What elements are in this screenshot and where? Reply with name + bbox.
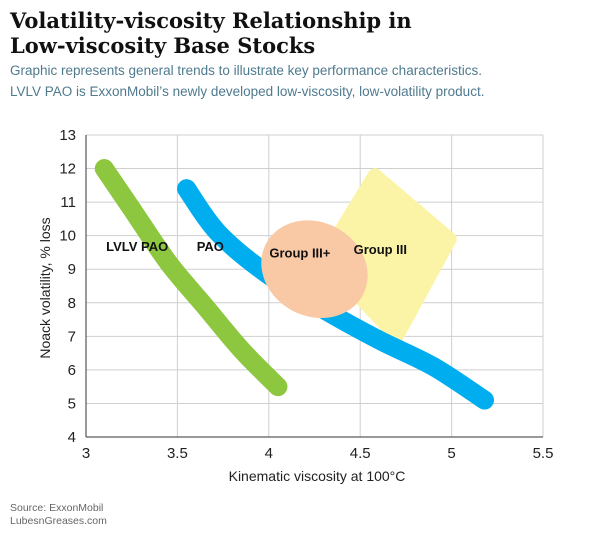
chart-svg: LVLV PAO PAO Group III+ Group III 3 3.5 4 4.5 5… <box>37 127 553 484</box>
y-tick-label: 11 <box>60 194 76 211</box>
x-tick-label: 5 <box>447 445 455 462</box>
series-label: Group III+ <box>269 245 330 260</box>
y-axis-label: Noack volatility, % loss <box>37 217 53 358</box>
y-tick-label: 13 <box>59 127 76 144</box>
x-tick-label: 4 <box>265 445 273 462</box>
y-tick-label: 6 <box>68 362 76 379</box>
chart-shapes <box>94 159 495 410</box>
y-tick-label: 4 <box>68 429 76 446</box>
chart-title-line-2: Low-viscosity Base Stocks <box>10 33 316 58</box>
source-line: Source: ExxonMobil <box>10 502 104 514</box>
y-tick-label: 8 <box>68 295 76 312</box>
x-tick-label: 5.5 <box>533 445 554 462</box>
x-axis-label: Kinematic viscosity at 100°C <box>229 468 406 484</box>
series-label: PAO <box>197 239 224 254</box>
y-tick-label: 10 <box>59 228 76 245</box>
series-label: Group III <box>354 242 407 257</box>
source-note: Source: ExxonMobil LubesnGreases.com <box>10 502 107 528</box>
series-band-lvlv-pao <box>94 159 288 397</box>
chart-series-labels: LVLV PAO PAO Group III+ Group III <box>106 239 407 261</box>
axes: 3 3.5 4 4.5 5 5.5 4 5 6 7 8 9 10 11 12 13 <box>59 127 553 462</box>
series-region-group-iii-plus <box>261 220 368 319</box>
x-tick-label: 3 <box>82 445 90 462</box>
website-line: LubesnGreases.com <box>10 515 107 527</box>
x-tick-label: 4.5 <box>350 445 371 462</box>
y-tick-label: 9 <box>68 261 76 278</box>
x-tick-label: 3.5 <box>167 445 188 462</box>
chart-title: Volatility-viscosity Relationship in Low… <box>10 8 412 58</box>
y-tick-label: 5 <box>68 395 76 412</box>
series-label: LVLV PAO <box>106 239 168 254</box>
chart-title-line-1: Volatility-viscosity Relationship in <box>10 8 412 33</box>
chart-subtitle-line-1: Graphic represents general trends to ill… <box>10 63 482 78</box>
y-tick-label: 12 <box>59 161 76 178</box>
chart-subtitle-line-2: LVLV PAO is ExxonMobil’s newly developed… <box>10 84 485 99</box>
y-tick-label: 7 <box>68 328 76 345</box>
